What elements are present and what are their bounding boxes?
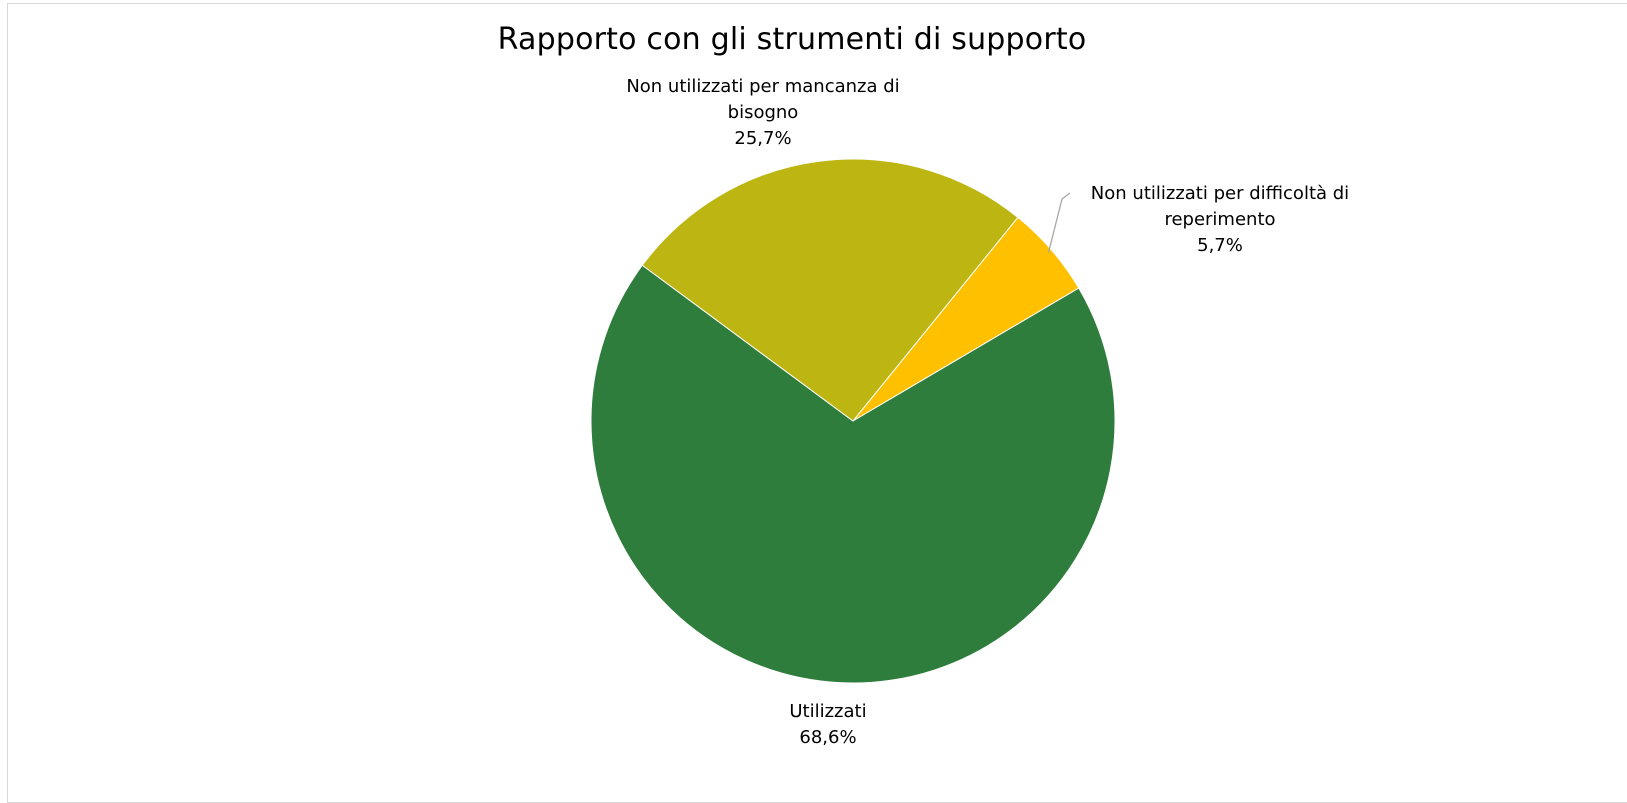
slice-percent: 68,6% — [799, 727, 856, 748]
slice-category-line: bisogno — [728, 102, 799, 123]
leader-lines — [1047, 192, 1071, 253]
slice-category-line: Non utilizzati per mancanza di — [626, 76, 899, 97]
slice-category-line: Non utilizzati per difficoltà di — [1091, 183, 1349, 204]
slice-label-3: Non utilizzati per mancanza di bisogno 25,… — [626, 76, 899, 149]
slice-label-1: Non utilizzati per difficoltà di reperime… — [1091, 183, 1349, 256]
pie-slices — [590, 158, 1116, 684]
data-labels: Non utilizzati per difficoltà di reperime… — [626, 76, 1349, 748]
pie-slice-3 — [641, 158, 1019, 422]
slice-category-line: Utilizzati — [789, 701, 866, 722]
leader-line-slice-1 — [1047, 192, 1071, 253]
chart-title: Rapporto con gli strumenti di supporto — [497, 22, 1087, 57]
slice-category-line: reperimento — [1164, 209, 1275, 230]
slice-label-2: Utilizzati 68,6% — [789, 701, 866, 748]
slice-percent: 5,7% — [1197, 235, 1243, 256]
pie-slice-2 — [590, 264, 1116, 684]
slice-percent: 25,7% — [734, 128, 791, 149]
